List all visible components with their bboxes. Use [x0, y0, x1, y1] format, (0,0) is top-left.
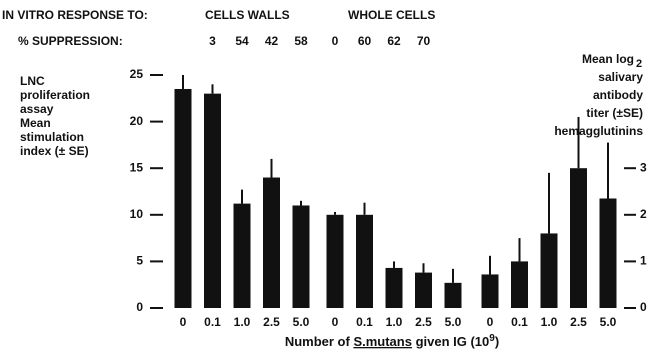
x-axis-label-part: given IG (10	[412, 334, 489, 349]
y-tick-label: 0	[136, 300, 143, 314]
y2-tick-label: 3	[640, 160, 647, 174]
x-tick-label: 1.0	[234, 315, 251, 329]
x-tick-label: 0.1	[204, 315, 221, 329]
bar	[599, 198, 617, 308]
x-tick-label: 5.0	[600, 315, 617, 329]
y2-axis-label: Mean log	[582, 52, 634, 66]
group-name: WHOLE CELLS	[348, 8, 435, 22]
bar	[481, 274, 499, 308]
bar	[292, 205, 310, 308]
x-axis-label-part: )	[495, 334, 499, 349]
x-tick-label: 2.5	[570, 315, 587, 329]
bar	[326, 214, 344, 308]
x-tick-label: 1.0	[541, 315, 558, 329]
y-tick-label: 10	[130, 207, 144, 221]
group-name: CELLS WALLS	[205, 8, 290, 22]
bar	[233, 203, 251, 308]
bar	[570, 168, 587, 308]
y2-tick-label: 2	[640, 207, 647, 221]
bar	[444, 282, 462, 308]
y-axis-label: index (± SE)	[20, 144, 89, 158]
y2-tick-label: 0	[640, 300, 647, 314]
suppression-label: % SUPPRESSION:	[18, 34, 123, 48]
y-tick-label: 15	[130, 160, 144, 174]
y2-axis-subscript: 2	[636, 58, 642, 70]
y-tick-label: 20	[130, 114, 144, 128]
bar	[263, 177, 280, 308]
suppression-value: 0	[332, 34, 339, 48]
suppression-value: 60	[358, 34, 372, 48]
bar	[511, 261, 528, 308]
x-axis-label-part: Number of	[285, 334, 354, 349]
y-tick-label: 25	[130, 67, 144, 81]
x-axis-label-part: 9	[489, 333, 495, 344]
x-tick-label: 5.0	[293, 315, 310, 329]
x-tick-label: 0	[487, 315, 494, 329]
y2-axis-label: titer (±SE)	[586, 106, 643, 120]
suppression-value: 58	[294, 34, 308, 48]
x-tick-label: 2.5	[415, 315, 432, 329]
bar	[540, 233, 558, 308]
suppression-value: 70	[417, 34, 431, 48]
x-tick-label: 2.5	[263, 315, 280, 329]
suppression-value: 42	[265, 34, 279, 48]
bar	[174, 88, 192, 308]
y-axis-label: stimulation	[20, 130, 84, 144]
bar	[204, 93, 221, 308]
response-label: IN VITRO RESPONSE TO:	[2, 8, 148, 22]
x-tick-label: 1.0	[386, 315, 403, 329]
y-tick-label: 5	[136, 254, 143, 268]
y-axis-label: assay	[20, 102, 54, 116]
x-tick-label: 0.1	[356, 315, 373, 329]
suppression-value: 62	[387, 34, 401, 48]
suppression-value: 3	[209, 34, 216, 48]
y2-axis-label: hemagglutinins	[554, 124, 643, 138]
x-axis-label-part: S.mutans	[353, 334, 412, 349]
y-axis-label: LNC	[20, 74, 45, 88]
y2-axis-label: salivary	[598, 70, 643, 84]
bar	[356, 214, 373, 308]
bar	[415, 272, 432, 308]
x-tick-label: 5.0	[445, 315, 462, 329]
x-axis-label: Number of S.mutans given IG (109)	[285, 333, 499, 350]
bar	[385, 267, 403, 308]
suppression-value: 54	[235, 34, 249, 48]
y-axis-label: Mean	[20, 116, 51, 130]
y2-tick-label: 1	[640, 254, 647, 268]
x-tick-label: 0.1	[511, 315, 528, 329]
x-tick-label: 0	[332, 315, 339, 329]
y2-axis-label: antibody	[593, 88, 643, 102]
y-axis-label: proliferation	[20, 88, 90, 102]
x-tick-label: 0	[180, 315, 187, 329]
